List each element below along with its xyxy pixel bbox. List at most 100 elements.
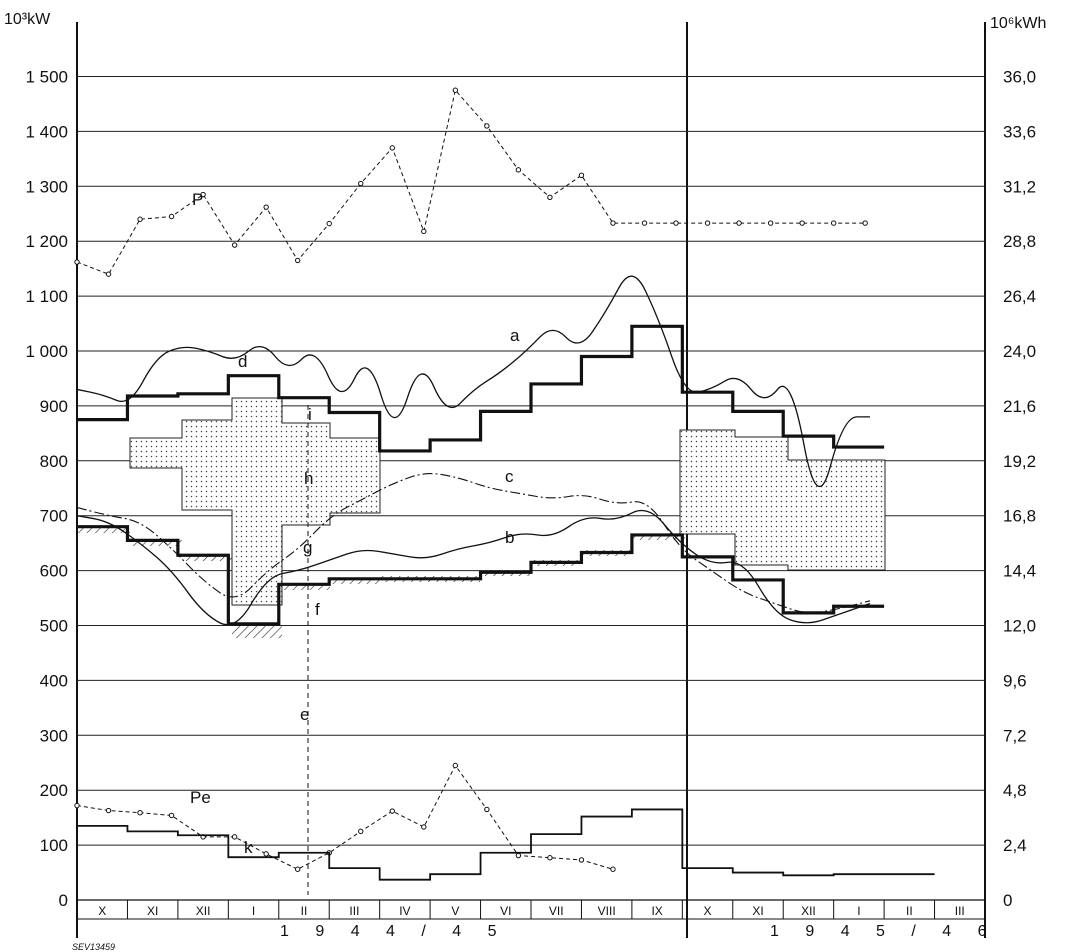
series-Pe-point	[263, 851, 269, 857]
left-tick-label: 400	[40, 671, 68, 690]
month-label: III	[349, 904, 359, 918]
label-h: h	[304, 469, 313, 488]
left-tick-label: 1 100	[25, 287, 68, 306]
series-Pe-point	[168, 812, 175, 819]
dotted-band-1945	[679, 429, 886, 571]
right-tick-label: 0	[1003, 891, 1012, 910]
left-tick-label: 1 200	[25, 232, 68, 251]
label-g: g	[303, 538, 312, 557]
month-axis: X XI XII I II III IV V VI VII VIII IX X XI XII I II III	[98, 900, 965, 919]
series-P-point	[200, 191, 206, 198]
label-P: P	[192, 190, 203, 209]
series-P-point	[578, 172, 585, 179]
left-tick-label: 1 000	[25, 342, 68, 361]
left-tick-label: 1 500	[25, 68, 68, 87]
series-Pe-point	[294, 866, 301, 872]
curve-b	[76, 509, 871, 626]
series-P-point	[326, 220, 332, 227]
left-tick-label: 200	[40, 781, 68, 800]
series-P-point	[231, 242, 238, 248]
series-P-point	[105, 271, 112, 277]
label-e: e	[300, 705, 309, 724]
label-c: c	[505, 467, 514, 486]
series-Pe-point	[484, 806, 490, 813]
series-P-point	[389, 145, 395, 151]
month-label: IV	[399, 904, 410, 918]
series-Pe-point	[105, 807, 112, 814]
series-Pe-point	[452, 762, 459, 769]
month-label: II	[906, 904, 913, 918]
label-i: i	[308, 405, 312, 424]
left-tick-label: 600	[40, 562, 68, 581]
month-label: XII	[196, 904, 211, 918]
series-P-point	[74, 259, 80, 265]
series-lower-boundary-step	[77, 525, 885, 626]
right-tick-label: 33,6	[1003, 122, 1036, 141]
right-tick-label: 24,0	[1003, 342, 1036, 361]
right-tick-label: 14,4	[1003, 562, 1036, 581]
year-label-1944: 1 9 4 4 / 4 5	[280, 923, 508, 940]
right-tick-label: 7,2	[1003, 726, 1027, 745]
right-axis-ticks: 36,0 33,6 31,2 28,8 26,4 24,0 21,6 19,2 16,8 14,4…	[1003, 68, 1036, 911]
year-label-1945: 1 9 4 5 / 4 6	[770, 923, 998, 940]
series-P-point	[263, 204, 269, 210]
series-P-point	[767, 220, 774, 226]
curve-c	[76, 473, 871, 614]
series-P-point	[484, 123, 490, 129]
month-label: II	[301, 904, 308, 918]
series-P-point	[547, 194, 553, 200]
right-tick-label: 9,6	[1003, 671, 1027, 690]
left-axis-unit: 10³kW	[4, 11, 51, 28]
right-tick-label: 19,2	[1003, 452, 1036, 471]
right-tick-label: 12,0	[1003, 617, 1036, 636]
series-k-step	[77, 808, 935, 881]
series-Pe-point	[74, 802, 80, 809]
series-P-point	[421, 228, 427, 235]
month-label: IX	[651, 904, 662, 918]
series-P-point	[452, 87, 459, 93]
series-P-point	[515, 167, 522, 173]
series-Pe-point	[421, 824, 427, 830]
left-tick-label: 100	[40, 836, 68, 855]
label-d: d	[238, 352, 247, 371]
series-P-point	[358, 180, 364, 187]
series-P-point	[610, 220, 616, 226]
right-tick-label: 26,4	[1003, 287, 1036, 306]
month-label: XI	[147, 904, 158, 918]
month-label: XI	[752, 904, 763, 918]
left-tick-label: 500	[40, 617, 68, 636]
month-label: VIII	[598, 904, 616, 918]
month-label: III	[955, 904, 965, 918]
left-tick-label: 700	[40, 507, 68, 526]
series-P-point	[830, 220, 837, 226]
series-P-point	[704, 220, 711, 226]
month-label: X	[704, 904, 712, 918]
right-tick-label: 2,4	[1003, 836, 1027, 855]
series-P-line	[76, 89, 866, 275]
series-Pe-point	[547, 855, 553, 861]
label-k: k	[244, 838, 253, 857]
series-Pe-point	[137, 810, 143, 816]
series-Pe-point	[578, 857, 585, 863]
month-label: X	[98, 904, 106, 918]
month-label: XII	[801, 904, 816, 918]
right-tick-label: 31,2	[1003, 177, 1036, 196]
shaded-bands	[77, 397, 886, 638]
series-P-point	[799, 220, 805, 226]
figure-reference: SEV13459	[72, 942, 115, 952]
label-a: a	[510, 326, 520, 345]
month-label: VI	[500, 904, 511, 918]
series-P-point	[641, 220, 648, 226]
series-P-point	[862, 220, 868, 226]
series-Pe-point	[231, 834, 238, 840]
right-tick-label: 16,8	[1003, 507, 1036, 526]
dotted-band-1944	[129, 397, 381, 606]
left-tick-label: 0	[59, 891, 68, 910]
series-P-point	[137, 216, 143, 222]
curve-a	[76, 275, 870, 488]
left-tick-label: 1 300	[25, 177, 68, 196]
left-axis-ticks: 1 500 1 400 1 300 1 200 1 100 1 000 900 800 700 6…	[25, 68, 68, 911]
label-b: b	[505, 528, 514, 547]
left-tick-label: 800	[40, 452, 68, 471]
